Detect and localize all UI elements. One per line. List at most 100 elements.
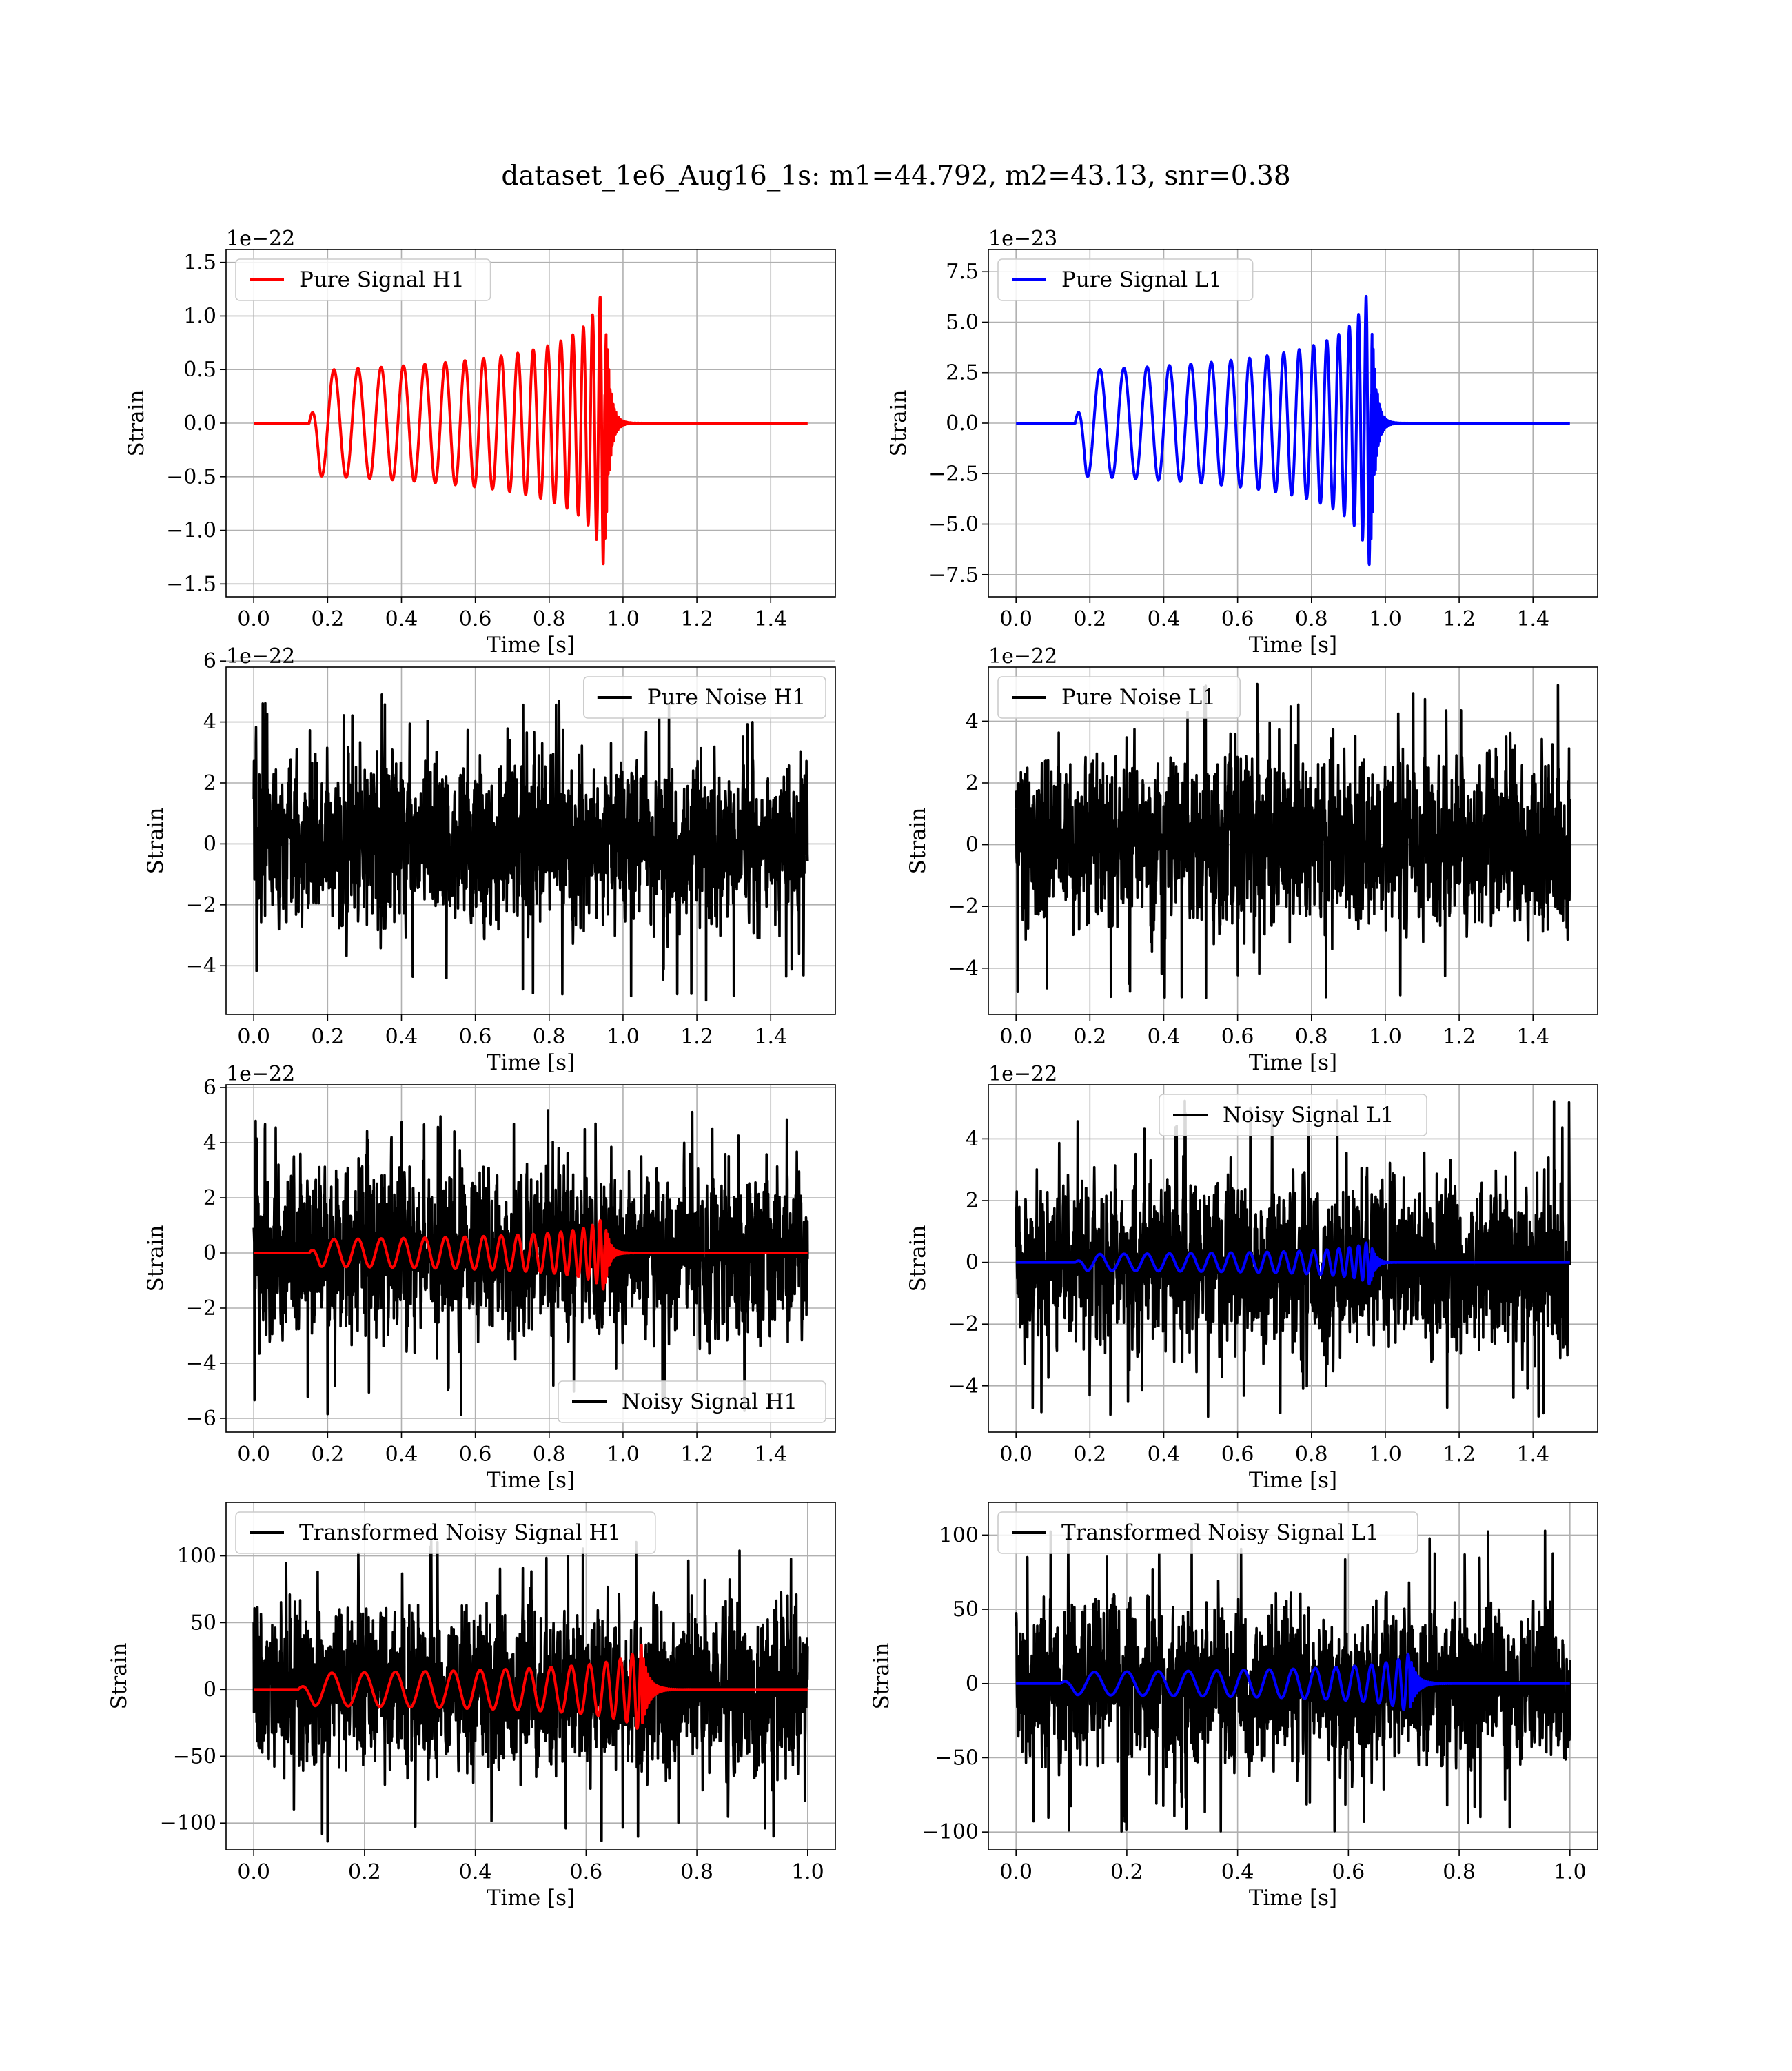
x-tick-label: 0.4 <box>385 1025 418 1049</box>
y-tick-label: 5.0 <box>946 310 979 334</box>
axes-frame <box>988 1084 1598 1433</box>
series-line-1 <box>1015 1529 1571 1833</box>
x-tick-label: 1.4 <box>754 1025 787 1049</box>
series-line-2 <box>1015 1652 1571 1711</box>
y-tick-label: 1.5 <box>183 251 216 275</box>
x-tick-label: 0.4 <box>1148 607 1181 631</box>
y-tick-label: 4 <box>966 1127 979 1151</box>
y-tick-label: −2 <box>948 1312 979 1336</box>
y-tick-label: −50 <box>935 1746 979 1770</box>
y-tick-label: −2 <box>186 893 216 917</box>
x-tick-label: 0.2 <box>1073 607 1106 631</box>
x-axis-label: Time [s] <box>1249 1050 1337 1075</box>
y-tick-label: −4 <box>948 1374 979 1398</box>
subplot-5: 0.0 0.2 0.4 0.6 0.8 1.0 1.2 1.4 −6 −4 −2 0 2 4 6 Time [… <box>143 1062 836 1493</box>
x-tick-label: 1.0 <box>1369 1025 1402 1049</box>
x-tick-label: 0.6 <box>570 1860 603 1884</box>
legend-label: Pure Noise H1 <box>647 685 806 710</box>
x-tick-label: 0.4 <box>1148 1025 1181 1049</box>
y-tick-label: 50 <box>190 1611 216 1635</box>
x-axis-label: Time [s] <box>487 633 575 657</box>
x-tick-label: 0.6 <box>1221 1442 1254 1467</box>
x-tick-label: 0.4 <box>459 1860 492 1884</box>
legend-box <box>582 676 826 719</box>
legend: Pure Signal L1 <box>997 258 1254 301</box>
x-tick-label: 1.4 <box>754 1442 787 1467</box>
x-tick-label: 0.8 <box>1295 1025 1328 1049</box>
x-axis-label: Time [s] <box>1249 1886 1337 1910</box>
legend-box <box>997 258 1254 301</box>
axes-frame <box>225 666 836 1015</box>
y-tick-label: 6 <box>203 1076 216 1100</box>
x-tick-label: 1.2 <box>1443 1025 1476 1049</box>
x-tick-label: 1.2 <box>680 1442 713 1467</box>
y-tick-label: −2.5 <box>928 462 979 486</box>
axes-frame <box>988 666 1598 1015</box>
x-axis-label: Time [s] <box>487 1050 575 1075</box>
x-tick-label: 0.4 <box>385 607 418 631</box>
subplot-grid: 0.0 0.2 0.4 0.6 0.8 1.0 1.2 1.4 −1.5 −1.0 −0.5 0.0 0… <box>107 227 1598 1910</box>
legend-label: Noisy Signal L1 <box>1223 1103 1394 1128</box>
legend: Pure Noise L1 <box>997 676 1241 719</box>
y-tick-label: 100 <box>177 1544 216 1569</box>
axis-offset-text: 1e−22 <box>226 1062 295 1086</box>
y-tick-label: 2 <box>203 1186 216 1210</box>
y-tick-label: 0 <box>203 1241 216 1265</box>
x-tick-label: 0.2 <box>311 1442 344 1467</box>
x-tick-label: 0.6 <box>459 1025 492 1049</box>
legend-box <box>997 1511 1418 1554</box>
y-tick-label: 4 <box>203 711 216 735</box>
y-tick-label: −1.5 <box>166 572 216 596</box>
x-tick-label: 0.6 <box>1332 1860 1365 1884</box>
legend-label: Noisy Signal H1 <box>622 1389 797 1414</box>
y-tick-label: −1.0 <box>166 519 216 543</box>
x-tick-label: 1.2 <box>1443 607 1476 631</box>
series-line-1 <box>252 1109 809 1416</box>
x-tick-label: 0.8 <box>680 1860 713 1884</box>
y-tick-label: 7.5 <box>946 260 979 284</box>
y-tick-label: −4 <box>186 1351 216 1376</box>
x-tick-label: 0.6 <box>1221 607 1254 631</box>
x-tick-label: 1.4 <box>1516 1442 1549 1467</box>
axes-frame <box>988 1502 1598 1850</box>
series-line-2 <box>1015 1241 1571 1285</box>
x-axis-label: Time [s] <box>1249 1468 1337 1493</box>
x-tick-label: 0.2 <box>311 607 344 631</box>
series-line-1 <box>252 693 809 1002</box>
x-tick-label: 0.0 <box>999 1860 1032 1884</box>
y-tick-label: −5.0 <box>928 513 979 537</box>
axis-offset-text: 1e−23 <box>988 227 1057 251</box>
y-tick-label: 2 <box>966 1189 979 1213</box>
plot-area <box>1015 1529 1571 1833</box>
series-line-2 <box>252 1218 809 1291</box>
plot-area <box>252 693 809 1002</box>
y-tick-label: 2 <box>203 771 216 795</box>
legend: Transformed Noisy Signal H1 <box>235 1511 656 1554</box>
x-tick-label: 1.0 <box>1369 607 1402 631</box>
x-tick-label: 0.2 <box>311 1025 344 1049</box>
x-tick-label: 0.0 <box>237 1860 270 1884</box>
y-tick-label: 0 <box>966 1251 979 1275</box>
y-tick-label: 0.0 <box>946 411 979 436</box>
y-axis-label: Strain <box>869 1643 894 1710</box>
x-tick-label: 0.4 <box>385 1442 418 1467</box>
y-tick-label: 0.5 <box>183 358 216 382</box>
axis-offset-text: 1e−22 <box>988 644 1057 669</box>
x-tick-label: 0.2 <box>1110 1860 1143 1884</box>
y-axis-label: Strain <box>886 390 911 457</box>
plot-area <box>252 295 809 566</box>
x-tick-label: 0.4 <box>1221 1860 1254 1884</box>
y-tick-label: −0.5 <box>166 465 216 489</box>
x-tick-label: 0.2 <box>348 1860 381 1884</box>
legend-box <box>1159 1094 1427 1136</box>
y-tick-label: 4 <box>966 709 979 733</box>
axis-offset-text: 1e−22 <box>226 644 295 669</box>
y-tick-label: 2.5 <box>946 361 979 385</box>
legend-label: Pure Noise L1 <box>1061 685 1216 710</box>
legend-box <box>235 1511 656 1554</box>
x-tick-label: 0.2 <box>1073 1025 1106 1049</box>
series-line-1 <box>1015 295 1571 567</box>
y-axis-label: Strain <box>906 808 930 875</box>
plot-area <box>252 1109 809 1416</box>
plot-area <box>1015 295 1571 567</box>
